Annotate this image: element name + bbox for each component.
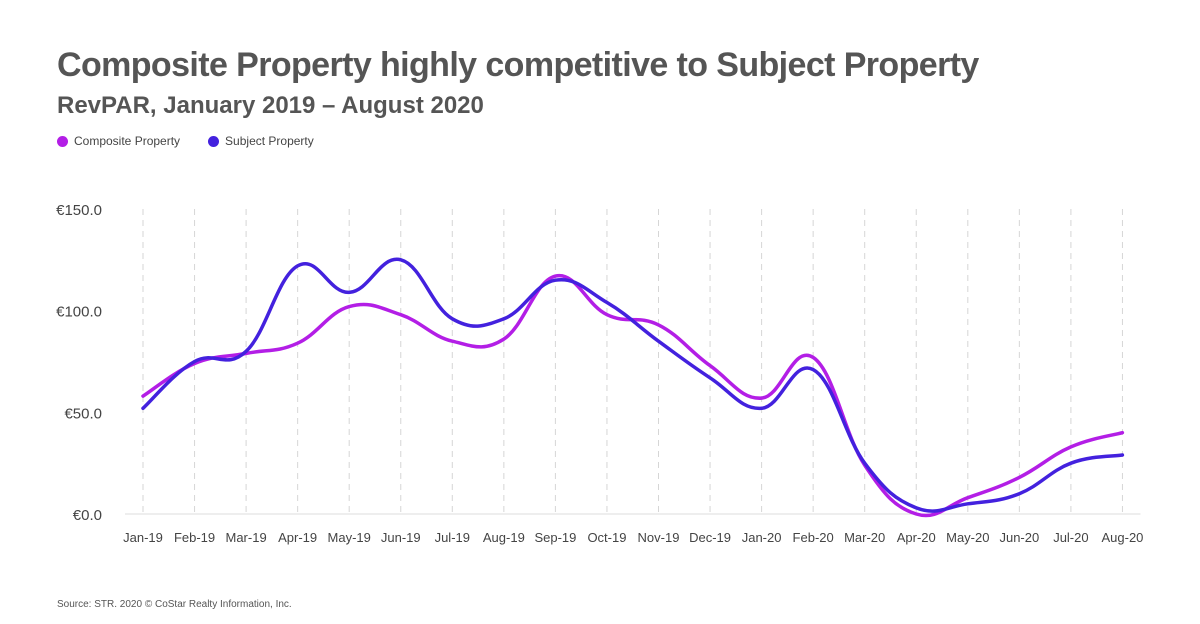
x-tick-label-sep-19: Sep-19 (534, 530, 576, 545)
data-point-composite-property-jul-20 (1069, 445, 1073, 449)
x-tick-label-dec-19: Dec-19 (689, 530, 731, 545)
data-point-composite-property-dec-19 (708, 364, 712, 368)
data-point-subject-property-feb-20 (811, 368, 815, 372)
data-point-subject-property-mar-20 (863, 461, 867, 465)
legend-label-composite: Composite Property (74, 134, 181, 148)
data-point-subject-property-jun-20 (1017, 492, 1021, 496)
data-point-subject-property-oct-19 (605, 301, 609, 305)
x-tick-label-aug-19: Aug-19 (483, 530, 525, 545)
x-tick-label-jul-20: Jul-20 (1053, 530, 1088, 545)
x-tick-label-jun-20: Jun-20 (999, 530, 1039, 545)
data-point-composite-property-oct-19 (605, 313, 609, 317)
data-point-composite-property-jun-19 (399, 313, 403, 317)
y-tick-label-0: €0.0 (73, 507, 102, 524)
data-point-subject-property-aug-20 (1120, 453, 1124, 457)
data-point-composite-property-aug-20 (1120, 431, 1124, 435)
data-point-composite-property-jun-20 (1017, 475, 1021, 479)
data-point-composite-property-aug-19 (502, 337, 506, 341)
x-tick-label-jun-19: Jun-19 (381, 530, 421, 545)
data-point-subject-property-dec-19 (708, 376, 712, 380)
data-point-subject-property-aug-19 (502, 317, 506, 321)
chart-subtitle: RevPAR, January 2019 – August 2020 (57, 92, 484, 119)
data-point-subject-property-nov-19 (657, 339, 661, 343)
data-point-composite-property-jul-19 (450, 339, 454, 343)
data-point-subject-property-jul-19 (450, 317, 454, 321)
x-tick-label-mar-19: Mar-19 (226, 530, 267, 545)
x-tick-label-jul-19: Jul-19 (435, 530, 470, 545)
legend-marker-composite (57, 135, 68, 147)
data-point-subject-property-jan-20 (760, 406, 764, 410)
legend-marker-subject (208, 135, 220, 147)
chart-title: Composite Property highly competitive to… (57, 46, 979, 84)
legend-item-composite: Composite Property (57, 134, 180, 148)
x-tick-label-feb-20: Feb-20 (793, 530, 834, 545)
x-tick-label-apr-20: Apr-20 (897, 530, 936, 545)
x-tick-label-may-19: May-19 (328, 530, 371, 545)
x-tick-label-aug-20: Aug-20 (1101, 530, 1143, 545)
data-point-subject-property-mar-19 (244, 349, 248, 353)
data-point-composite-property-apr-19 (296, 341, 300, 345)
data-point-subject-property-sep-19 (553, 278, 557, 282)
series-line-subject-property (141, 257, 1125, 513)
data-point-subject-property-may-20 (966, 502, 970, 506)
data-point-subject-property-feb-19 (193, 360, 197, 364)
series-line-composite-property (141, 274, 1125, 518)
data-point-composite-property-jan-19 (141, 394, 145, 398)
data-point-subject-property-apr-20 (914, 506, 918, 510)
legend-label-subject: Subject Property (225, 134, 314, 148)
y-tick-label-50: €50.0 (64, 405, 102, 422)
x-tick-label-oct-19: Oct-19 (587, 530, 626, 545)
data-point-composite-property-nov-19 (657, 323, 661, 327)
source-note: Source: STR. 2020 © CoStar Realty Inform… (57, 599, 292, 610)
x-tick-label-jan-19: Jan-19 (123, 530, 163, 545)
legend-item-subject: Subject Property (208, 134, 314, 148)
data-point-composite-property-may-19 (347, 305, 351, 309)
x-tick-label-nov-19: Nov-19 (638, 530, 680, 545)
y-tick-label-100: €100.0 (56, 304, 102, 321)
data-point-composite-property-may-20 (966, 496, 970, 500)
data-point-subject-property-jan-19 (141, 406, 145, 410)
data-point-composite-property-apr-20 (914, 512, 918, 516)
data-point-composite-property-jan-20 (760, 396, 764, 400)
data-point-subject-property-jul-20 (1069, 461, 1073, 465)
x-tick-label-may-20: May-20 (946, 530, 989, 545)
x-tick-label-jan-20: Jan-20 (742, 530, 782, 545)
data-point-subject-property-may-19 (347, 290, 351, 294)
data-point-composite-property-sep-19 (553, 274, 557, 278)
data-point-composite-property-feb-20 (811, 355, 815, 359)
x-tick-label-feb-19: Feb-19 (174, 530, 215, 545)
legend: Composite Property Subject Property (57, 134, 314, 148)
data-point-subject-property-jun-19 (399, 258, 403, 262)
data-point-subject-property-apr-19 (296, 264, 300, 268)
y-tick-label-150: €150.0 (56, 202, 102, 219)
x-tick-label-apr-19: Apr-19 (278, 530, 317, 545)
x-tick-label-mar-20: Mar-20 (844, 530, 885, 545)
